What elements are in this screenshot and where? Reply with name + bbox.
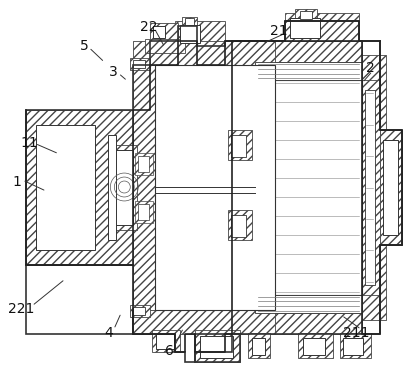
Bar — [344, 339, 364, 356]
Bar — [153, 26, 165, 38]
Bar — [152, 330, 180, 352]
Bar — [383, 140, 398, 235]
Bar — [232, 40, 362, 63]
Text: 11: 11 — [20, 136, 38, 150]
Bar — [185, 18, 194, 25]
Bar — [156, 334, 174, 350]
Bar — [112, 145, 137, 230]
Text: 6: 6 — [165, 344, 173, 358]
Bar — [300, 10, 311, 19]
Bar — [150, 22, 178, 40]
Bar — [255, 63, 362, 80]
Bar — [135, 153, 153, 175]
Bar — [133, 60, 145, 69]
Bar — [228, 210, 252, 240]
Bar — [133, 40, 275, 66]
Text: 3: 3 — [108, 64, 117, 79]
Bar — [133, 66, 155, 309]
Bar — [228, 130, 252, 160]
Text: 5: 5 — [80, 39, 88, 53]
Bar — [135, 201, 153, 223]
Bar — [365, 90, 375, 285]
Bar — [231, 135, 246, 157]
Bar — [133, 306, 145, 315]
Bar — [182, 16, 197, 27]
Bar — [295, 9, 317, 21]
Bar — [155, 66, 275, 309]
Bar — [303, 339, 324, 356]
Bar — [231, 215, 246, 237]
Bar — [200, 336, 233, 358]
Bar — [380, 130, 402, 245]
Bar — [339, 333, 372, 358]
Bar — [285, 13, 359, 40]
Bar — [145, 39, 185, 54]
Bar — [138, 156, 149, 172]
Bar — [232, 312, 362, 334]
Bar — [130, 58, 150, 70]
Bar — [232, 56, 386, 320]
Bar — [252, 339, 265, 356]
Text: 211: 211 — [343, 326, 369, 340]
Text: 221: 221 — [8, 302, 35, 316]
Bar — [298, 333, 332, 358]
Bar — [108, 135, 116, 240]
Bar — [225, 110, 255, 265]
Text: 1: 1 — [12, 175, 21, 189]
Bar — [138, 204, 149, 220]
Bar — [180, 25, 200, 42]
Bar — [255, 295, 362, 312]
Text: 2: 2 — [366, 61, 375, 75]
Bar — [175, 21, 225, 45]
Bar — [290, 18, 319, 38]
Bar — [130, 304, 150, 316]
Bar — [255, 80, 362, 295]
Bar — [248, 333, 270, 358]
Bar — [133, 309, 275, 334]
Bar — [362, 80, 380, 295]
Text: 4: 4 — [104, 326, 113, 340]
Bar — [116, 150, 133, 225]
Bar — [26, 110, 140, 265]
Bar — [35, 125, 95, 250]
Text: 21: 21 — [270, 24, 288, 38]
Bar — [195, 330, 240, 362]
Text: 22: 22 — [140, 20, 157, 34]
